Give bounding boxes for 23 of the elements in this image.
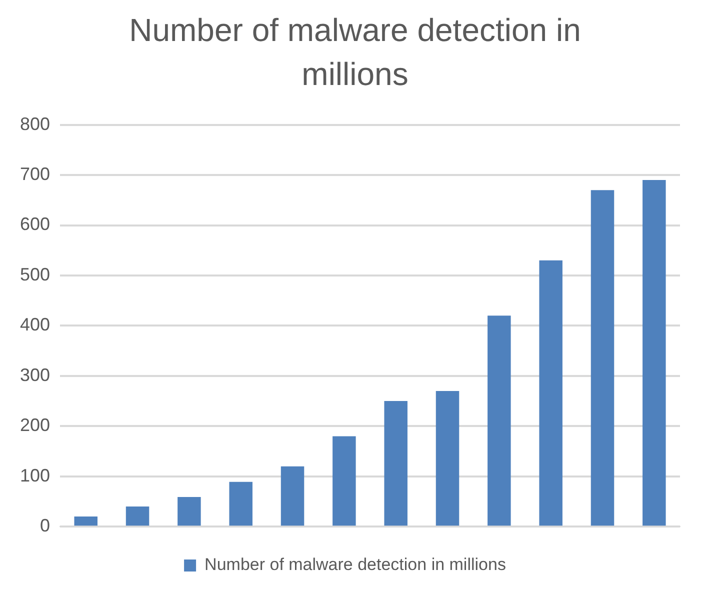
bar	[178, 496, 201, 526]
bar	[488, 316, 511, 526]
bar	[229, 482, 252, 526]
y-tick-label: 100	[20, 465, 50, 486]
bar	[384, 401, 408, 526]
bar	[280, 466, 304, 526]
y-tick-label: 200	[20, 415, 50, 436]
bar	[590, 190, 614, 526]
y-tick-label: 600	[20, 214, 50, 234]
y-tick-label: 500	[20, 264, 50, 284]
bar	[642, 180, 666, 526]
y-tick-label: 700	[20, 164, 50, 184]
chart-title: Number of malware detection in millions	[128, 11, 582, 94]
legend-label: Number of malware detection in millions	[204, 555, 506, 574]
y-tick-label: 400	[20, 314, 50, 335]
bar	[332, 436, 356, 526]
bar	[539, 260, 562, 526]
y-tick-label: 800	[20, 114, 50, 134]
bar	[436, 390, 460, 526]
bar	[126, 506, 150, 526]
y-tick-label: 300	[20, 364, 50, 385]
y-tick-label: 0	[40, 516, 50, 536]
bar	[74, 516, 98, 526]
